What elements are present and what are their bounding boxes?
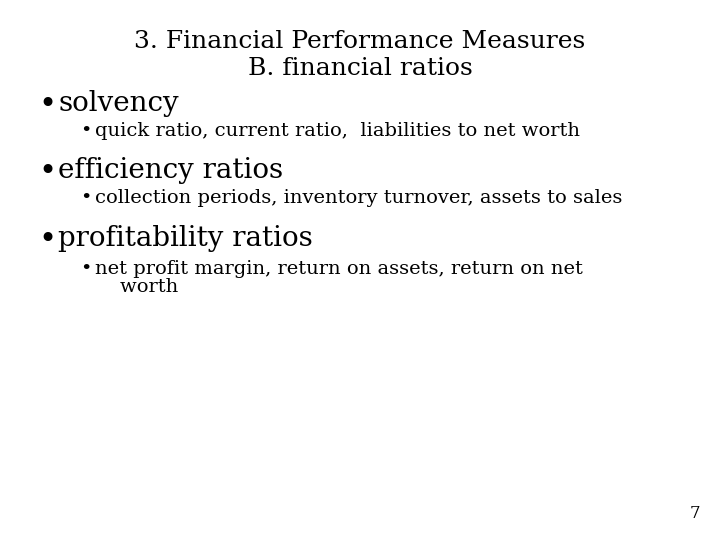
Text: •: • — [38, 157, 56, 188]
Text: net profit margin, return on assets, return on net: net profit margin, return on assets, ret… — [95, 260, 583, 278]
Text: efficiency ratios: efficiency ratios — [58, 157, 283, 184]
Text: 3. Financial Performance Measures: 3. Financial Performance Measures — [135, 30, 585, 53]
Text: •: • — [80, 189, 91, 207]
Text: B. financial ratios: B. financial ratios — [248, 57, 472, 80]
Text: •: • — [38, 90, 56, 121]
Text: collection periods, inventory turnover, assets to sales: collection periods, inventory turnover, … — [95, 189, 622, 207]
Text: •: • — [38, 225, 56, 256]
Text: worth: worth — [95, 278, 179, 296]
Text: quick ratio, current ratio,  liabilities to net worth: quick ratio, current ratio, liabilities … — [95, 122, 580, 140]
Text: solvency: solvency — [58, 90, 179, 117]
Text: 7: 7 — [689, 505, 700, 522]
Text: •: • — [80, 260, 91, 278]
Text: profitability ratios: profitability ratios — [58, 225, 312, 252]
Text: •: • — [80, 122, 91, 140]
